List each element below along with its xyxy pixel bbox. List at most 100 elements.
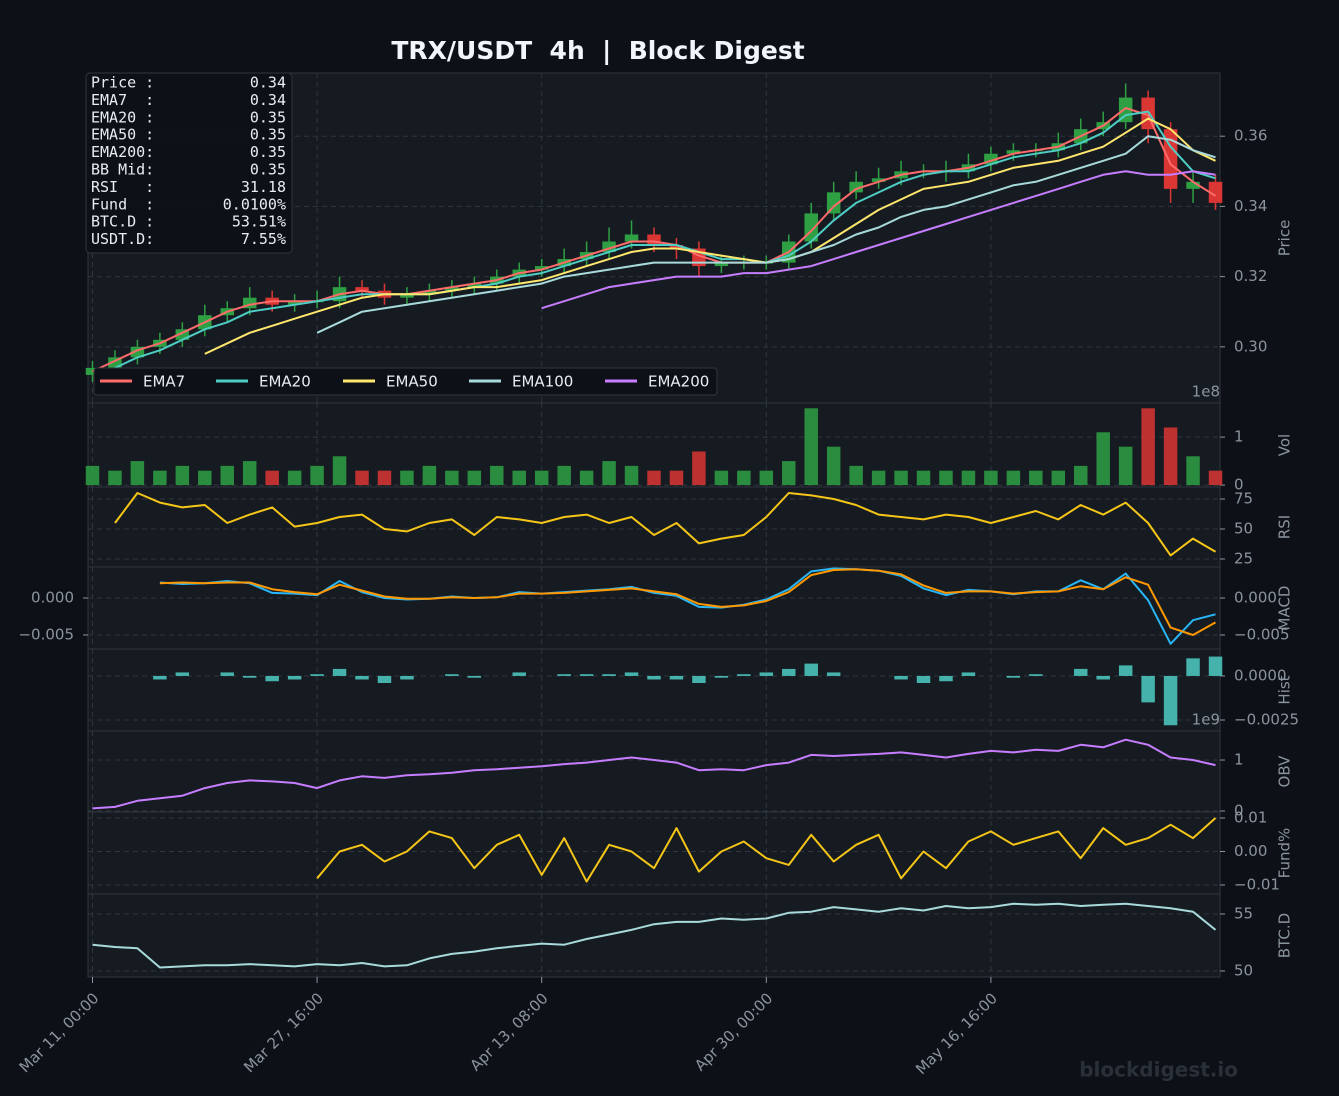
bar [108, 470, 122, 486]
y-axis-label: MACD [1276, 586, 1294, 631]
bar [332, 668, 347, 676]
series-line [114, 110, 1216, 369]
y-tick-label: 1 [1234, 751, 1244, 769]
bar [557, 465, 571, 486]
bar [220, 465, 234, 486]
bar [894, 470, 908, 486]
bar [916, 470, 931, 486]
y-tick-label: 0.30 [1234, 337, 1267, 355]
bar [579, 470, 594, 486]
bar [512, 672, 526, 676]
info-value: 0.35 [250, 126, 286, 144]
bar [737, 674, 751, 676]
bar [826, 446, 841, 486]
bar [198, 470, 212, 486]
chart-title: TRX/USDT 4h | Block Digest [391, 36, 804, 65]
legend-label: EMA100 [512, 373, 573, 391]
info-label: EMA7 : [91, 91, 154, 109]
axis-offset: 1e8 [1192, 383, 1220, 401]
y-axis-label: Vol [1276, 434, 1294, 456]
bar [467, 675, 482, 678]
candle-body [422, 290, 437, 295]
y-tick-label: 75 [1234, 489, 1253, 507]
bar [445, 470, 459, 486]
candle-body [602, 241, 616, 253]
y-tick-label-left: −0.005 [18, 625, 74, 643]
bar [467, 470, 482, 486]
bar [1118, 446, 1133, 486]
series-line [92, 738, 1216, 810]
y-axis-label: BTC.D [1276, 913, 1294, 958]
bar [1141, 675, 1155, 703]
info-value: 0.34 [250, 74, 286, 92]
bar [355, 470, 369, 486]
candle-body [85, 367, 100, 375]
bar [310, 465, 324, 486]
bar [579, 674, 594, 676]
candle-body [108, 357, 122, 368]
y-tick-label: 0 [1234, 801, 1244, 819]
bar [782, 668, 796, 676]
bar [1051, 470, 1066, 486]
y-tick-label: 0.34 [1234, 197, 1267, 215]
y-tick-label: −0.01 [1234, 875, 1280, 893]
y-tick-label: 50 [1234, 519, 1253, 537]
info-value: 0.0100% [223, 195, 286, 213]
panel-background [87, 486, 1221, 568]
bar [1096, 432, 1110, 486]
y-axis-label: Fund% [1276, 828, 1294, 879]
y-tick-label: 0.36 [1234, 127, 1267, 145]
candle-body [1186, 181, 1200, 189]
bar [534, 470, 549, 486]
bar [1208, 470, 1223, 486]
legend-label: EMA50 [386, 373, 438, 391]
bar [242, 461, 257, 486]
bar [804, 408, 818, 486]
bar [355, 675, 369, 680]
candle-body [445, 287, 459, 291]
bar [1074, 465, 1088, 486]
bar [894, 675, 908, 680]
y-axis-label: OBV [1276, 755, 1294, 788]
info-label: USDT.D: [91, 230, 154, 248]
bar [961, 672, 976, 676]
bar [1029, 470, 1043, 486]
bar [1186, 658, 1200, 676]
bar [692, 451, 706, 486]
candle-body [714, 262, 729, 267]
info-box [85, 72, 293, 254]
bar [175, 465, 190, 486]
bar [332, 456, 347, 486]
info-value: 0.35 [250, 143, 286, 161]
bar [377, 675, 392, 683]
y-tick-label: −0.0025 [1234, 710, 1299, 728]
info-label: Fund : [91, 195, 154, 213]
candle-body [1208, 181, 1223, 203]
y-tick-label: 0.0000 [1234, 666, 1287, 684]
bar [984, 470, 998, 486]
footer-watermark: blockdigest.io [1079, 1058, 1238, 1082]
bar [624, 465, 639, 486]
series-line [92, 902, 1217, 969]
legend-box [93, 367, 718, 396]
bar [1163, 675, 1178, 726]
panel-background [87, 730, 1221, 813]
bar [737, 470, 751, 486]
y-tick-label: 0 [1234, 476, 1244, 494]
bar [422, 465, 437, 486]
candle-body [1006, 150, 1021, 154]
candle-body [624, 234, 639, 242]
candle-body [849, 181, 863, 193]
y-axis-label: RSI [1276, 515, 1294, 539]
info-label: Price : [91, 74, 154, 92]
bar [1074, 668, 1088, 676]
bar [1163, 427, 1178, 486]
bar [265, 470, 279, 486]
bar [130, 461, 145, 486]
info-label: EMA200: [91, 143, 154, 161]
panel-background [87, 566, 1221, 650]
candle-body [130, 346, 145, 358]
bar [961, 470, 976, 486]
